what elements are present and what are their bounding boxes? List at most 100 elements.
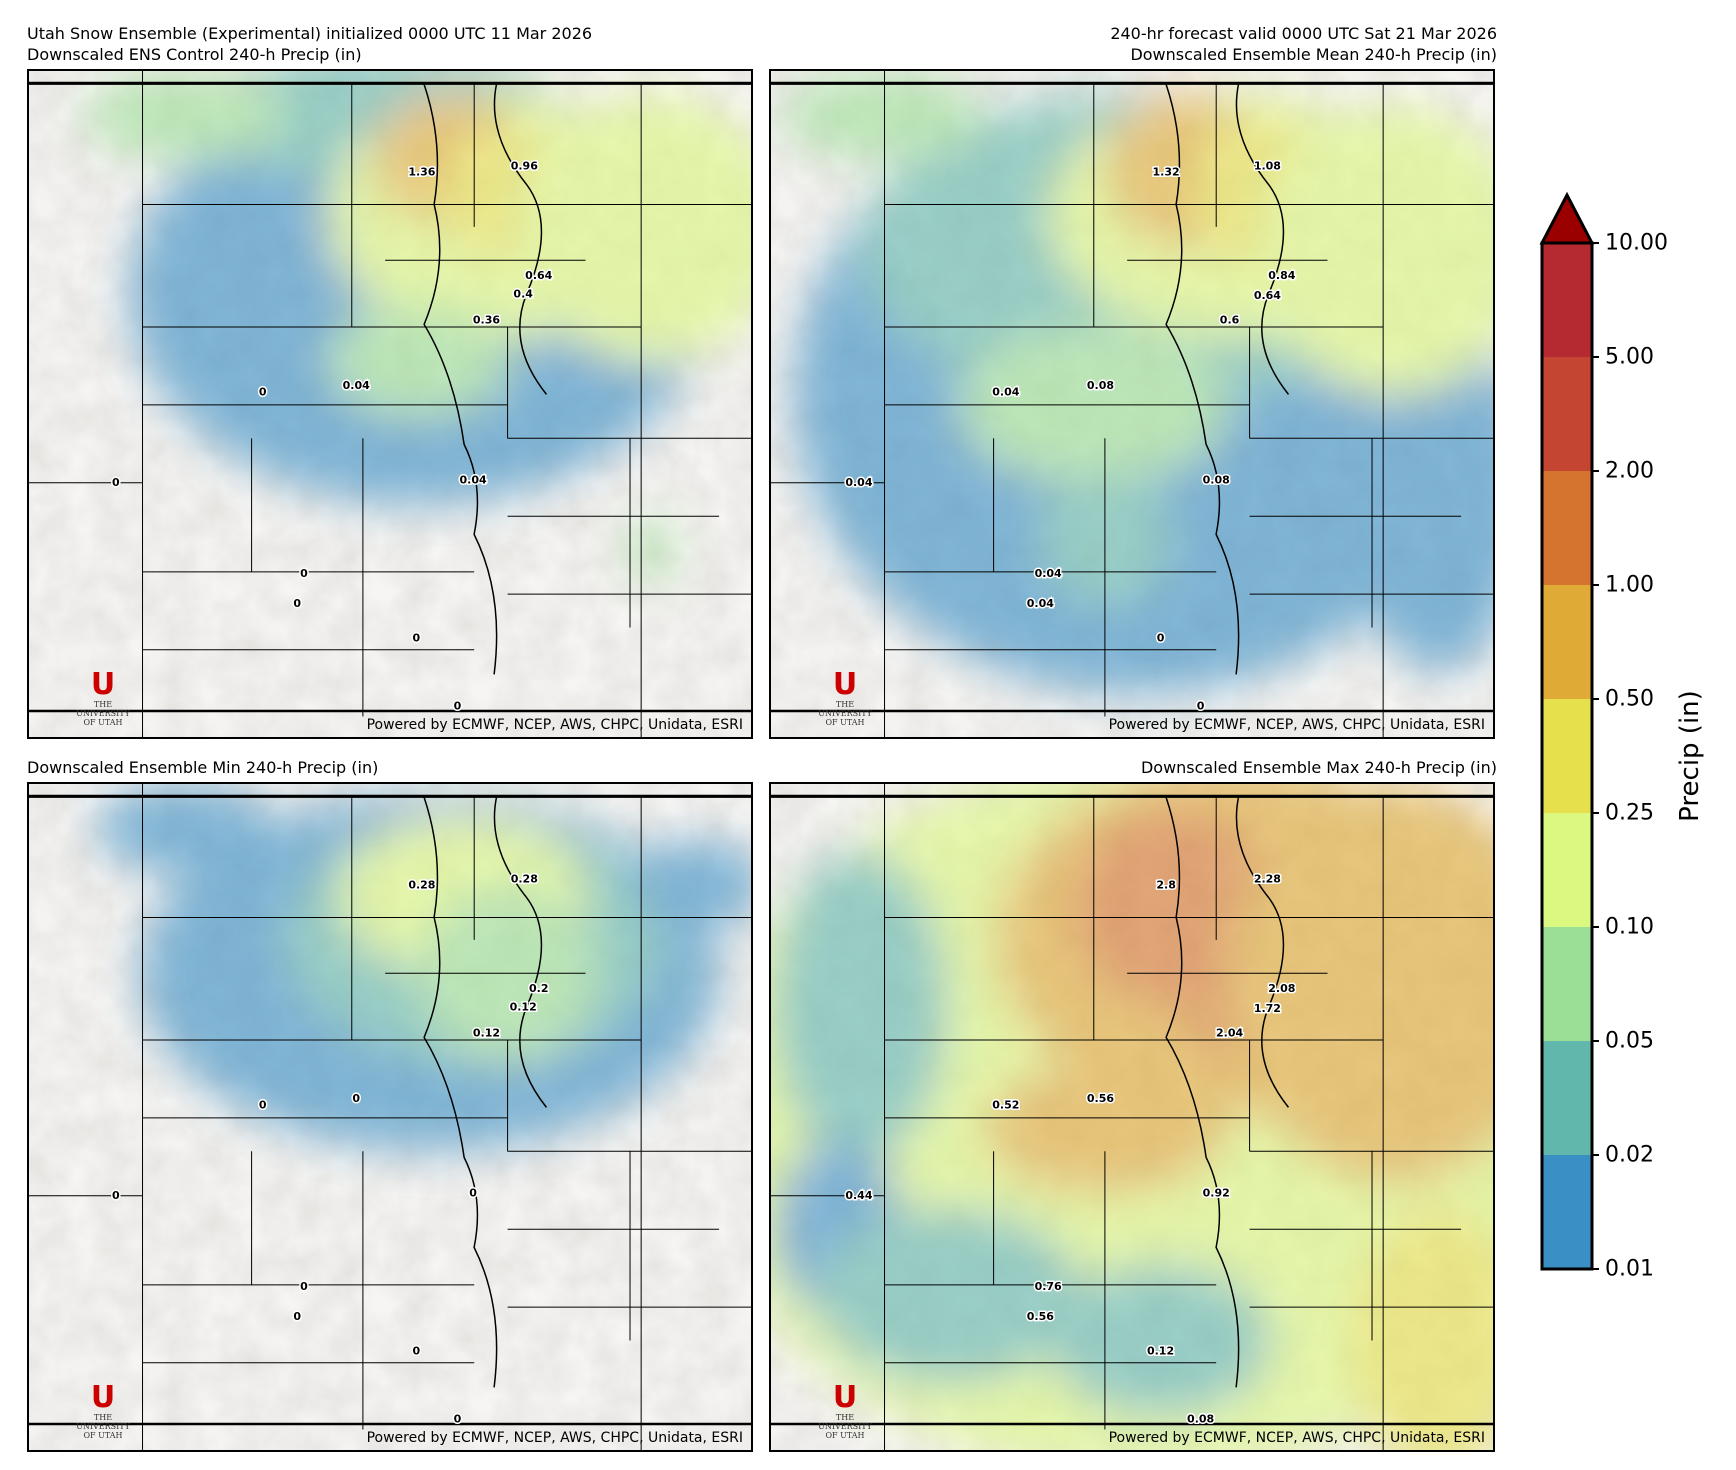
colorbar-segment <box>1542 585 1592 700</box>
contour-label: 0 <box>1157 632 1165 645</box>
logo-line2: OF UTAH <box>83 718 123 727</box>
state-county-borders <box>771 71 1493 737</box>
precip-contour <box>815 1206 1083 1386</box>
contour-label: 1.36 <box>408 165 435 178</box>
contour-label: 0.52 <box>992 1099 1019 1112</box>
precip-field <box>771 784 1493 1450</box>
precip-contour <box>1227 784 1493 1185</box>
colorbar-tick-label: 0.02 <box>1605 1142 1654 1168</box>
precip-contour <box>1349 315 1493 672</box>
logo-the: THE <box>835 1413 855 1422</box>
contour-label: 0.08 <box>1203 474 1230 487</box>
precip-contour <box>84 71 285 161</box>
precip-contour <box>1349 1206 1493 1450</box>
colorbar-tick-label: 1.00 <box>1605 572 1654 598</box>
precip-contour <box>630 839 751 929</box>
credit-text: Powered by ECMWF, NCEP, AWS, CHPC, Unida… <box>366 717 743 733</box>
contour-label: 2.04 <box>1216 1026 1243 1039</box>
colorbar-label: Precip (in) <box>1675 690 1705 822</box>
contour-label: 0.04 <box>460 474 487 487</box>
colorbar-tick-label: 0.50 <box>1605 686 1654 712</box>
precip-map: 1.32 1.08 0.84 0.64 0.6 0.04 0.08 0.04 0.08 0.04 0… <box>771 71 1493 737</box>
contour-label: 0 <box>1197 700 1205 713</box>
university-of-utah-logo: U THE UNIVERSITY OF UTAH <box>63 1380 143 1441</box>
contour-label: 0.04 <box>1035 567 1062 580</box>
map-panel-min: 0.28 0.28 0.2 0.12 0.12 0 0 0 0 0 0 0 0 U THE UNIVERSIT… <box>27 782 753 1452</box>
logo-line2: OF UTAH <box>83 1431 123 1440</box>
colorbar-tick-label: 10.00 <box>1605 230 1668 256</box>
colorbar-tick-label: 0.01 <box>1605 1256 1654 1282</box>
init-title: Utah Snow Ensemble (Experimental) initia… <box>27 24 593 43</box>
state-county-borders <box>29 71 751 737</box>
logo-u-mark: U <box>832 1380 858 1415</box>
university-of-utah-logo: U THE UNIVERSITY OF UTAH <box>63 667 143 728</box>
credit-text: Powered by ECMWF, NCEP, AWS, CHPC, Unida… <box>366 1430 743 1446</box>
logo-the: THE <box>93 1413 113 1422</box>
contour-label: 0 <box>259 386 267 399</box>
colorbar-segment <box>1542 813 1592 928</box>
contour-label: 0.84 <box>1268 269 1295 282</box>
colorbar-tick-label: 0.05 <box>1605 1028 1654 1054</box>
logo-u-mark: U <box>90 1380 116 1415</box>
contour-label: 0.4 <box>513 288 533 301</box>
contour-label: 0.04 <box>992 386 1019 399</box>
contour-label: 0.56 <box>1087 1092 1114 1105</box>
colorbar-frame <box>1540 241 1594 1271</box>
colorbar-segment <box>1542 471 1592 586</box>
colorbar-segment <box>1542 927 1592 1042</box>
contour-label: 0.56 <box>1027 1310 1054 1323</box>
logo-the: THE <box>93 700 113 709</box>
contour-label: 0.64 <box>1254 289 1281 302</box>
university-of-utah-logo: U THE UNIVERSITY OF UTAH <box>805 1380 885 1441</box>
state-county-borders <box>29 784 751 1450</box>
precip-contour <box>630 516 675 583</box>
colorbar-segment <box>1542 357 1592 472</box>
contour-label: 2.08 <box>1268 982 1295 995</box>
colorbar-tick-label: 0.25 <box>1605 800 1654 826</box>
contour-label: 0.92 <box>1203 1187 1230 1200</box>
contour-label: 0.04 <box>1027 597 1054 610</box>
panel-title-mean: Downscaled Ensemble Mean 240-h Precip (i… <box>1130 45 1497 64</box>
precip-contour <box>329 304 508 417</box>
logo-line2: OF UTAH <box>825 718 865 727</box>
panel-title-control: Downscaled ENS Control 240-h Precip (in) <box>27 45 362 64</box>
contour-label: 1.72 <box>1254 1002 1281 1015</box>
contour-label: 0.04 <box>343 379 370 392</box>
contour-label: 0 <box>293 597 301 610</box>
state-county-borders <box>771 784 1493 1450</box>
panel-title-min: Downscaled Ensemble Min 240-h Precip (in… <box>27 758 379 777</box>
precip-map: 2.8 2.28 2.08 1.72 2.04 0.52 0.56 0.44 0.92 0.76 0… <box>771 784 1493 1450</box>
map-panel-control: 1.36 0.96 0.64 0.4 0.36 0 0.04 0.04 0 0 0 0 0 U THE UNI… <box>27 69 753 739</box>
valid-title: 240-hr forecast valid 0000 UTC Sat 21 Ma… <box>1110 24 1497 43</box>
contour-label: 0.12 <box>473 1026 500 1039</box>
contour-label: 0.2 <box>529 982 549 995</box>
precip-contour <box>782 71 983 161</box>
contour-label: 0.76 <box>1035 1280 1062 1293</box>
contour-label: 0.12 <box>510 1001 537 1014</box>
university-of-utah-logo: U THE UNIVERSITY OF UTAH <box>805 667 885 728</box>
contour-label: 0 <box>352 1092 360 1105</box>
precip-contour <box>982 1062 1228 1196</box>
precip-map: 1.36 0.96 0.64 0.4 0.36 0 0.04 0.04 0 0 0 0 0 <box>29 71 751 737</box>
contour-label: 0 <box>293 1310 301 1323</box>
logo-line1: UNIVERSITY <box>818 1422 872 1431</box>
contour-label: 0 <box>412 1345 420 1358</box>
colorbar-segment <box>1542 243 1592 358</box>
map-panel-mean: 1.32 1.08 0.84 0.64 0.6 0.04 0.08 0.04 0.08 0.04 0… <box>769 69 1495 739</box>
logo-line1: UNIVERSITY <box>818 709 872 718</box>
panel-title-max: Downscaled Ensemble Max 240-h Precip (in… <box>1140 758 1497 777</box>
credit-text: Powered by ECMWF, NCEP, AWS, CHPC, Unida… <box>1108 1430 1485 1446</box>
contour-label: 0 <box>259 1099 267 1112</box>
colorbar <box>1539 191 1599 1271</box>
logo-line1: UNIVERSITY <box>76 709 130 718</box>
colorbar-extend-arrow <box>1539 191 1595 245</box>
contour-label: 0.28 <box>408 878 435 891</box>
logo-u-mark: U <box>90 667 116 702</box>
precip-contour <box>329 416 419 506</box>
contour-label: 0.96 <box>511 160 538 173</box>
credit-text: Powered by ECMWF, NCEP, AWS, CHPC, Unida… <box>1108 717 1485 733</box>
contour-label: 1.08 <box>1254 160 1281 173</box>
contour-label: 0.08 <box>1187 1413 1214 1426</box>
logo-u-mark: U <box>832 667 858 702</box>
contour-label: 0 <box>300 1280 308 1293</box>
